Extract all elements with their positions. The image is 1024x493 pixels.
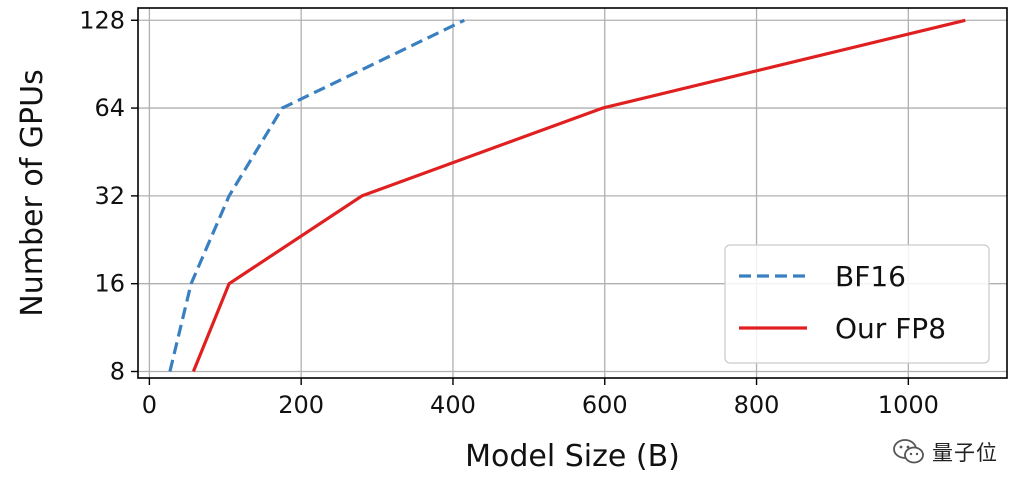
grid — [138, 8, 1007, 378]
x-tick-label: 600 — [582, 391, 628, 419]
y-tick-label: 128 — [79, 6, 125, 34]
x-tick-label: 800 — [734, 391, 780, 419]
y-tick-label: 32 — [94, 182, 125, 210]
x-tick-label: 400 — [430, 391, 476, 419]
legend-label-0: BF16 — [835, 260, 906, 293]
wechat-icon — [893, 439, 924, 464]
legend-label-1: Our FP8 — [835, 312, 946, 345]
series-line-1 — [191, 18, 966, 373]
x-tick-label: 200 — [278, 391, 324, 419]
y-axis-ticks: 8 16 32 64 128 — [79, 6, 138, 386]
legend: BF16 Our FP8 — [724, 244, 990, 364]
x-tick-label: 1000 — [878, 391, 939, 419]
x-tick-label: 0 — [142, 391, 157, 419]
y-tick-label: 64 — [94, 94, 125, 122]
y-tick-label: 16 — [94, 270, 125, 298]
watermark: 量子位 — [892, 437, 998, 467]
series-line-0 — [168, 18, 465, 372]
x-axis-label: Model Size (B) — [465, 439, 680, 474]
legend-box — [724, 244, 990, 364]
y-axis-label: Number of GPUs — [15, 69, 50, 316]
watermark-text: 量子位 — [932, 441, 998, 465]
series-lines — [168, 18, 966, 373]
plot-frame — [137, 7, 1008, 379]
x-axis-ticks: 0 200 400 600 800 1000 — [142, 378, 939, 419]
y-tick-label: 8 — [110, 358, 125, 386]
